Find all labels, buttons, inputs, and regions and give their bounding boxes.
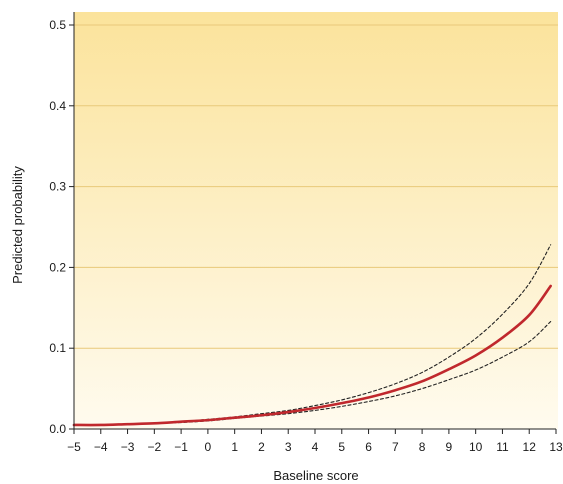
x-tick-label-16: 11 bbox=[496, 440, 509, 454]
y-tick-label-4: 0.4 bbox=[49, 99, 66, 113]
x-tick-label-2: −3 bbox=[121, 440, 135, 454]
y-ticks: 0.0 0.1 0.2 0.3 0.4 0.5 bbox=[49, 18, 74, 436]
x-tick-label-12: 7 bbox=[392, 440, 399, 454]
x-tick-label-18: 13 bbox=[549, 440, 563, 454]
x-tick-label-3: −2 bbox=[147, 440, 161, 454]
x-tick-label-10: 5 bbox=[338, 440, 345, 454]
x-tick-label-9: 4 bbox=[312, 440, 319, 454]
y-tick-label-2: 0.2 bbox=[49, 260, 66, 274]
x-tick-label-17: 12 bbox=[523, 440, 537, 454]
x-tick-label-8: 3 bbox=[285, 440, 292, 454]
x-ticks: −5 −4 −3 −2 −1 0 1 2 3 4 5 6 7 8 9 10 11 12 13 bbox=[67, 429, 563, 454]
y-tick-label-1: 0.1 bbox=[49, 341, 66, 355]
series-layer bbox=[72, 244, 552, 427]
x-tick-label-13: 8 bbox=[419, 440, 426, 454]
y-tick-label-0: 0.0 bbox=[49, 422, 66, 436]
x-tick-label-7: 2 bbox=[258, 440, 265, 454]
x-tick-label-15: 10 bbox=[469, 440, 483, 454]
series-estimate-line bbox=[72, 284, 552, 427]
x-tick-label-4: −1 bbox=[174, 440, 188, 454]
y-tick-label-5: 0.5 bbox=[49, 18, 66, 32]
x-tick-label-6: 1 bbox=[231, 440, 238, 454]
x-tick-label-5: 0 bbox=[205, 440, 212, 454]
y-tick-label-3: 0.3 bbox=[49, 180, 66, 194]
x-tick-label-11: 6 bbox=[365, 440, 372, 454]
gridlines bbox=[74, 24, 558, 349]
x-axis-title: Baseline score bbox=[273, 468, 358, 483]
plot-background bbox=[74, 12, 558, 429]
x-tick-label-1: −4 bbox=[94, 440, 108, 454]
x-tick-label-0: −5 bbox=[67, 440, 81, 454]
x-tick-label-14: 9 bbox=[446, 440, 453, 454]
y-axis-title: Predicted probability bbox=[10, 166, 25, 284]
